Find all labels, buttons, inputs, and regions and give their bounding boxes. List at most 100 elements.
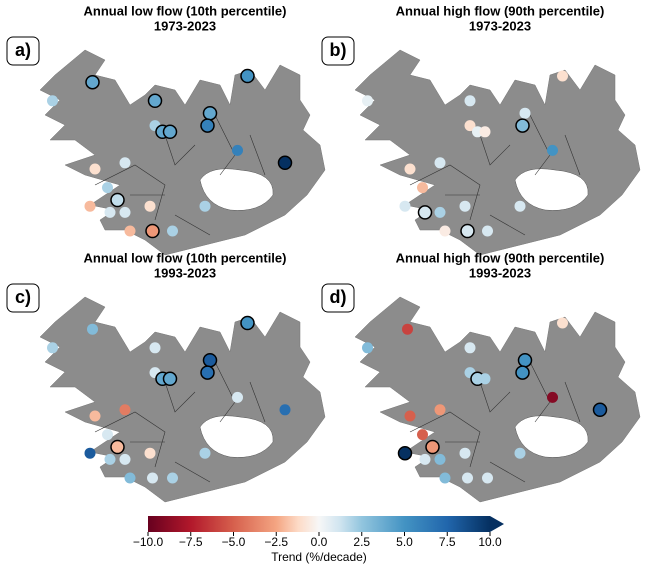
station [397, 445, 413, 461]
tick-label: 5.0 [396, 535, 413, 549]
station [124, 472, 136, 484]
station [144, 200, 156, 212]
station [240, 315, 255, 331]
station [547, 144, 558, 156]
island [39, 296, 326, 503]
station [279, 404, 291, 416]
station [425, 439, 440, 455]
station [460, 223, 475, 239]
tick-label: 7.5 [439, 535, 456, 549]
station [417, 205, 433, 220]
station [362, 342, 373, 354]
tick-label: −2.5 [264, 535, 288, 549]
station [592, 402, 608, 418]
station [149, 342, 161, 354]
station [240, 68, 255, 84]
station [84, 447, 96, 459]
station [89, 410, 101, 422]
station [145, 223, 160, 239]
station [199, 447, 211, 459]
station [119, 157, 131, 169]
panel-title: Annual high flow (90th percentile) [396, 250, 605, 265]
island [354, 49, 641, 256]
station [232, 144, 243, 156]
station [434, 404, 446, 416]
station [439, 225, 451, 237]
tick-label: 2.5 [353, 535, 370, 549]
map [39, 49, 326, 256]
station [277, 155, 293, 171]
station [102, 182, 113, 194]
station [200, 365, 215, 380]
panel-label-box [321, 36, 355, 66]
station [87, 323, 98, 335]
station [104, 206, 116, 218]
panel-label: b) [330, 40, 347, 60]
station [124, 225, 136, 237]
panel-title: Annual low flow (10th percentile) [84, 250, 287, 265]
colorbar-label: Trend (%/decade) [271, 550, 367, 564]
station [147, 93, 163, 109]
station [202, 352, 218, 368]
station [517, 352, 533, 368]
panel-title: Annual low flow (10th percentile) [84, 3, 287, 18]
station [104, 453, 116, 465]
panel-label: c) [15, 287, 31, 307]
panel-period: 1973-2023 [154, 18, 216, 33]
panel-label-box [321, 283, 355, 313]
station [362, 95, 373, 107]
panel-period: 1993-2023 [469, 265, 531, 280]
station [479, 373, 491, 385]
station [479, 126, 491, 138]
station [162, 124, 178, 140]
station [402, 323, 413, 335]
station [515, 365, 530, 380]
station [464, 120, 476, 132]
station [547, 391, 558, 403]
station [47, 342, 58, 354]
map [39, 296, 326, 503]
panel-title: Annual high flow (90th percentile) [396, 3, 605, 18]
panel-period: 1993-2023 [154, 265, 216, 280]
station [102, 429, 113, 441]
station [162, 371, 178, 387]
station [482, 472, 493, 484]
station [144, 447, 156, 459]
station [459, 200, 471, 212]
station [462, 472, 473, 484]
tick-label: −5.0 [222, 535, 246, 549]
panel-label-box [6, 36, 40, 66]
station [200, 118, 215, 133]
station [434, 453, 446, 465]
station [232, 391, 243, 403]
map [354, 49, 641, 256]
station [167, 225, 178, 237]
station [557, 70, 568, 82]
station [419, 453, 431, 465]
station [434, 206, 446, 218]
station [110, 192, 125, 208]
station [119, 453, 131, 465]
station [417, 429, 428, 441]
station [404, 163, 416, 175]
station [557, 317, 568, 329]
station [202, 105, 218, 121]
map [354, 296, 641, 503]
station [119, 206, 131, 218]
station [147, 472, 158, 484]
station [519, 107, 531, 119]
station [464, 95, 476, 107]
station [199, 200, 211, 212]
tick-label: −7.5 [179, 535, 203, 549]
station [89, 163, 101, 175]
colorbar [148, 516, 490, 532]
station [515, 118, 530, 133]
tick-label: 0.0 [311, 535, 328, 549]
station [417, 182, 428, 194]
station [404, 410, 416, 422]
station [399, 200, 411, 212]
station [514, 447, 526, 459]
station [464, 342, 476, 354]
station [514, 200, 526, 212]
